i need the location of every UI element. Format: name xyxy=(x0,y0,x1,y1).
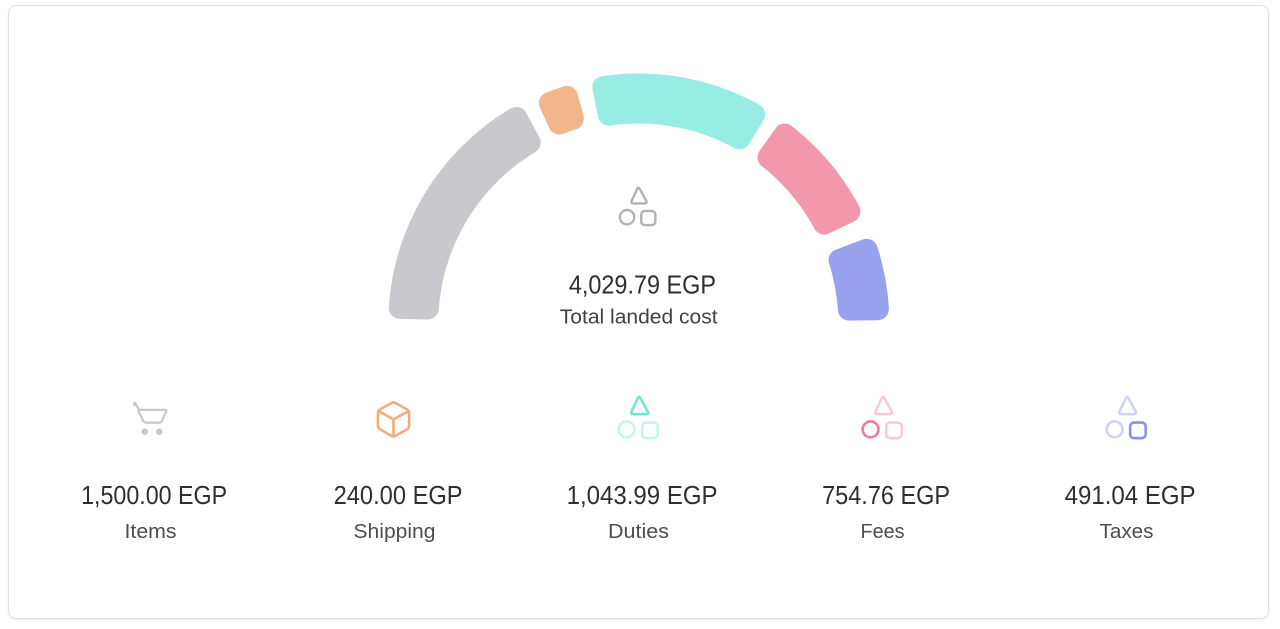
svg-text:Total landed cost: Total landed cost xyxy=(560,307,718,329)
svg-text:240.00 EGP: 240.00 EGP xyxy=(334,480,463,510)
svg-text:Duties: Duties xyxy=(608,520,669,543)
svg-text:4,029.79 EGP: 4,029.79 EGP xyxy=(569,269,716,299)
svg-text:Fees: Fees xyxy=(861,520,905,543)
svg-text:1,043.99 EGP: 1,043.99 EGP xyxy=(567,480,718,510)
svg-text:Shipping: Shipping xyxy=(354,520,436,543)
svg-text:491.04 EGP: 491.04 EGP xyxy=(1065,480,1196,510)
svg-text:1,500.00 EGP: 1,500.00 EGP xyxy=(81,480,227,510)
svg-text:Items: Items xyxy=(125,520,177,543)
svg-text:754.76 EGP: 754.76 EGP xyxy=(822,480,950,510)
svg-text:Taxes: Taxes xyxy=(1100,520,1154,543)
